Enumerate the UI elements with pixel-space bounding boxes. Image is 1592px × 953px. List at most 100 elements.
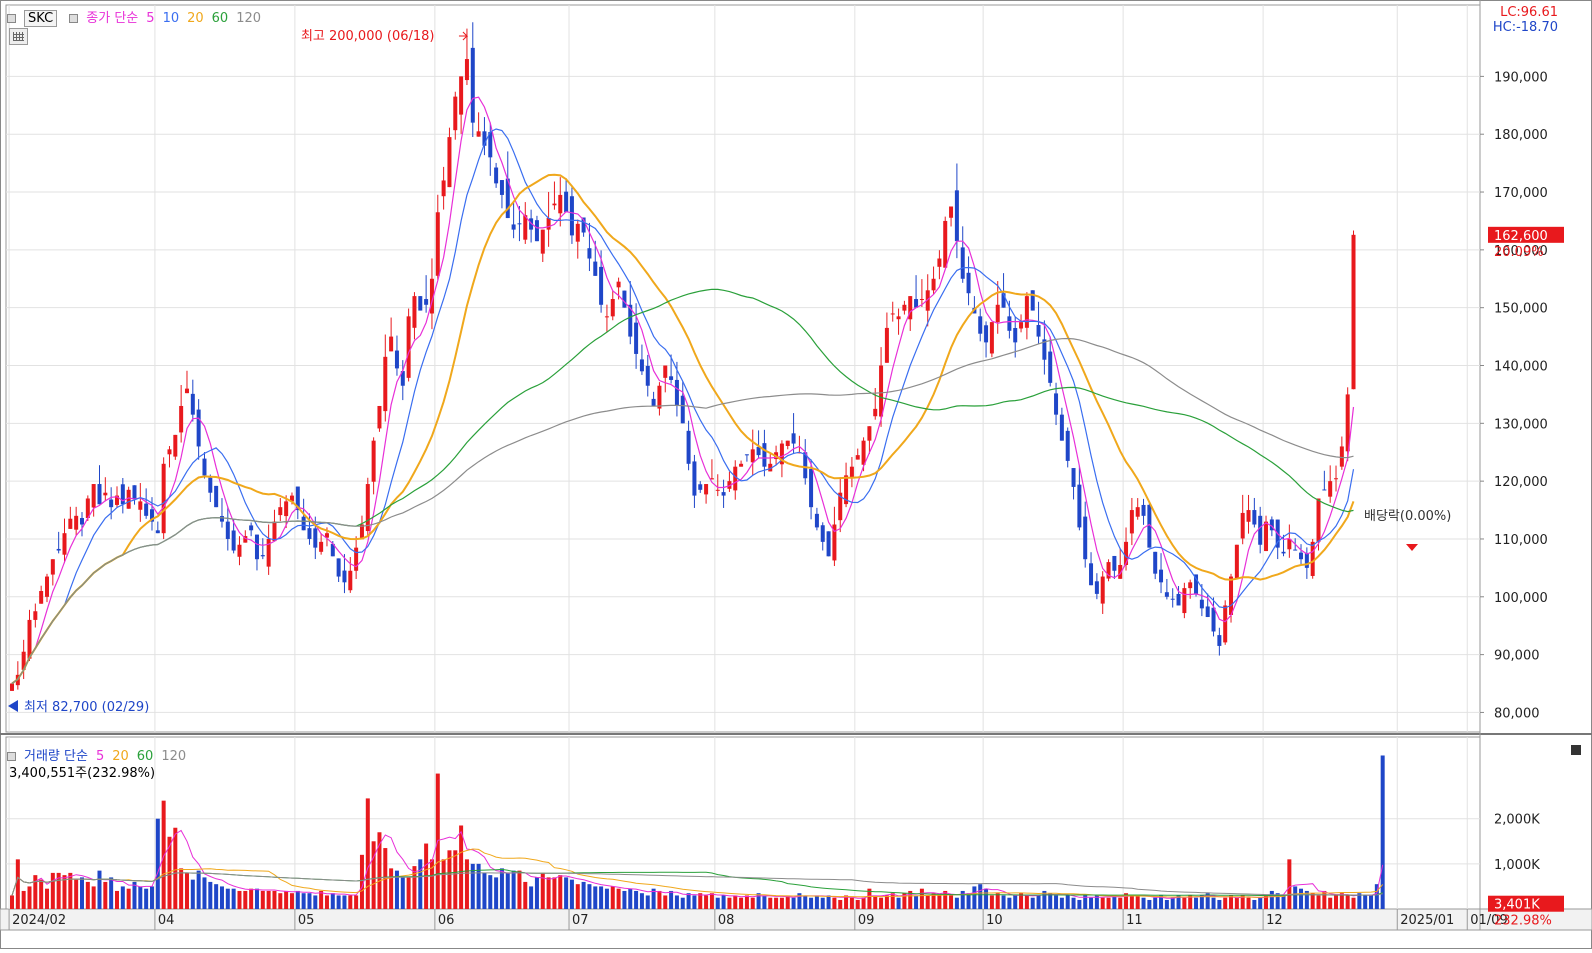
candle-body (849, 466, 854, 478)
candle-body (62, 533, 67, 555)
volume-bar (1112, 895, 1117, 909)
volume-bar (348, 895, 353, 909)
volume-bar (406, 877, 411, 909)
candle-body (231, 530, 236, 551)
volume-bar (914, 895, 919, 909)
volume-bar (254, 888, 259, 909)
candle-body (383, 356, 388, 412)
candle-body (354, 547, 359, 571)
volume-bar (1013, 895, 1018, 909)
volume-bar (260, 890, 265, 909)
candle-body (202, 458, 207, 476)
volume-bar (721, 895, 726, 909)
candle-body (756, 446, 761, 456)
volume-bar (855, 899, 860, 909)
candle-body (359, 524, 364, 540)
candle-body (564, 191, 569, 213)
x-tick-label: 12 (1266, 913, 1283, 928)
candle-body (1153, 551, 1158, 574)
candle-body (476, 131, 481, 137)
candle-body (1310, 541, 1315, 576)
volume-bar (1328, 897, 1333, 909)
volume-bar (879, 897, 884, 909)
x-axis-strip (0, 908, 1592, 931)
candle-body (523, 215, 528, 240)
candle-body (254, 534, 259, 560)
x-tick-label: 2025/01 (1400, 913, 1454, 928)
collapse-icon[interactable] (7, 14, 16, 23)
volume-bar (354, 895, 359, 909)
x-tick-label: 10 (986, 913, 1003, 928)
candle-body (406, 316, 411, 378)
volume-bar (1024, 895, 1029, 909)
volume-bar (1118, 897, 1123, 909)
volume-bar (628, 888, 633, 909)
candle-body (377, 405, 382, 429)
volume-bar (418, 859, 423, 909)
candle-body (581, 217, 586, 233)
volume-bar (645, 895, 650, 909)
volume-bar (27, 886, 32, 909)
candle-body (219, 516, 224, 522)
volume-bar (1054, 895, 1059, 909)
hc-label: HC:-18.70 (1492, 20, 1558, 35)
x-tick-label: 11 (1126, 913, 1143, 928)
candle-body (628, 304, 633, 337)
candle-body (1287, 538, 1292, 550)
candle-body (499, 180, 504, 195)
candle-body (120, 484, 125, 505)
symbol-label[interactable]: SKC (24, 10, 58, 27)
volume-bar (1246, 897, 1251, 909)
x-tick-label: 01/09 (1470, 913, 1507, 928)
candle-body (1007, 316, 1012, 331)
volume-bar (499, 868, 504, 909)
ma120-line (11, 337, 1354, 684)
volume-bar (476, 863, 481, 909)
volume-bar (161, 800, 166, 909)
volume-bar (657, 890, 662, 909)
candle-body (943, 220, 948, 268)
candle-body (1001, 293, 1006, 308)
volume-bar (196, 870, 201, 909)
volume-bar (138, 886, 143, 909)
volume-bar (814, 895, 819, 909)
volume-bar (581, 881, 586, 909)
candle-body (44, 576, 49, 597)
settings-icon[interactable] (69, 14, 79, 23)
candle-body (867, 426, 872, 441)
grid-toggle-icon[interactable] (9, 28, 28, 45)
candle-body (1065, 430, 1070, 461)
volume-bar (470, 863, 475, 909)
volume-bar (295, 890, 300, 909)
candle-body (750, 449, 755, 463)
candle-body (558, 194, 563, 214)
candle-body (1089, 563, 1094, 586)
candle-body (785, 440, 790, 446)
volume-bar (809, 897, 814, 909)
ma5-line (11, 96, 1355, 684)
volume-bar (523, 881, 528, 909)
candle-body (1164, 592, 1169, 597)
volume-collapse-icon[interactable] (7, 752, 16, 761)
volume-bar (604, 888, 609, 909)
candle-body (1293, 549, 1298, 551)
candle-body (686, 430, 691, 464)
candle-body (768, 463, 773, 472)
candle-body (79, 518, 84, 525)
candle-body (809, 468, 814, 508)
candle-body (394, 350, 399, 369)
volume-bar (820, 897, 825, 909)
volume-bar (797, 893, 802, 909)
volume-bar (1252, 899, 1257, 909)
volume-bar (680, 897, 685, 909)
x-tick-label: 07 (572, 913, 589, 928)
last-change-label: 20.09% (1494, 245, 1544, 260)
volume-bar (622, 890, 627, 909)
candle-body (319, 541, 324, 552)
candle-body (645, 365, 650, 386)
candle-body (919, 299, 924, 301)
candle-body (1013, 327, 1018, 343)
last-volume-pct-label: 232.98% (1494, 914, 1552, 929)
last-price-tag (1488, 226, 1564, 243)
volume-bar (1164, 899, 1169, 909)
